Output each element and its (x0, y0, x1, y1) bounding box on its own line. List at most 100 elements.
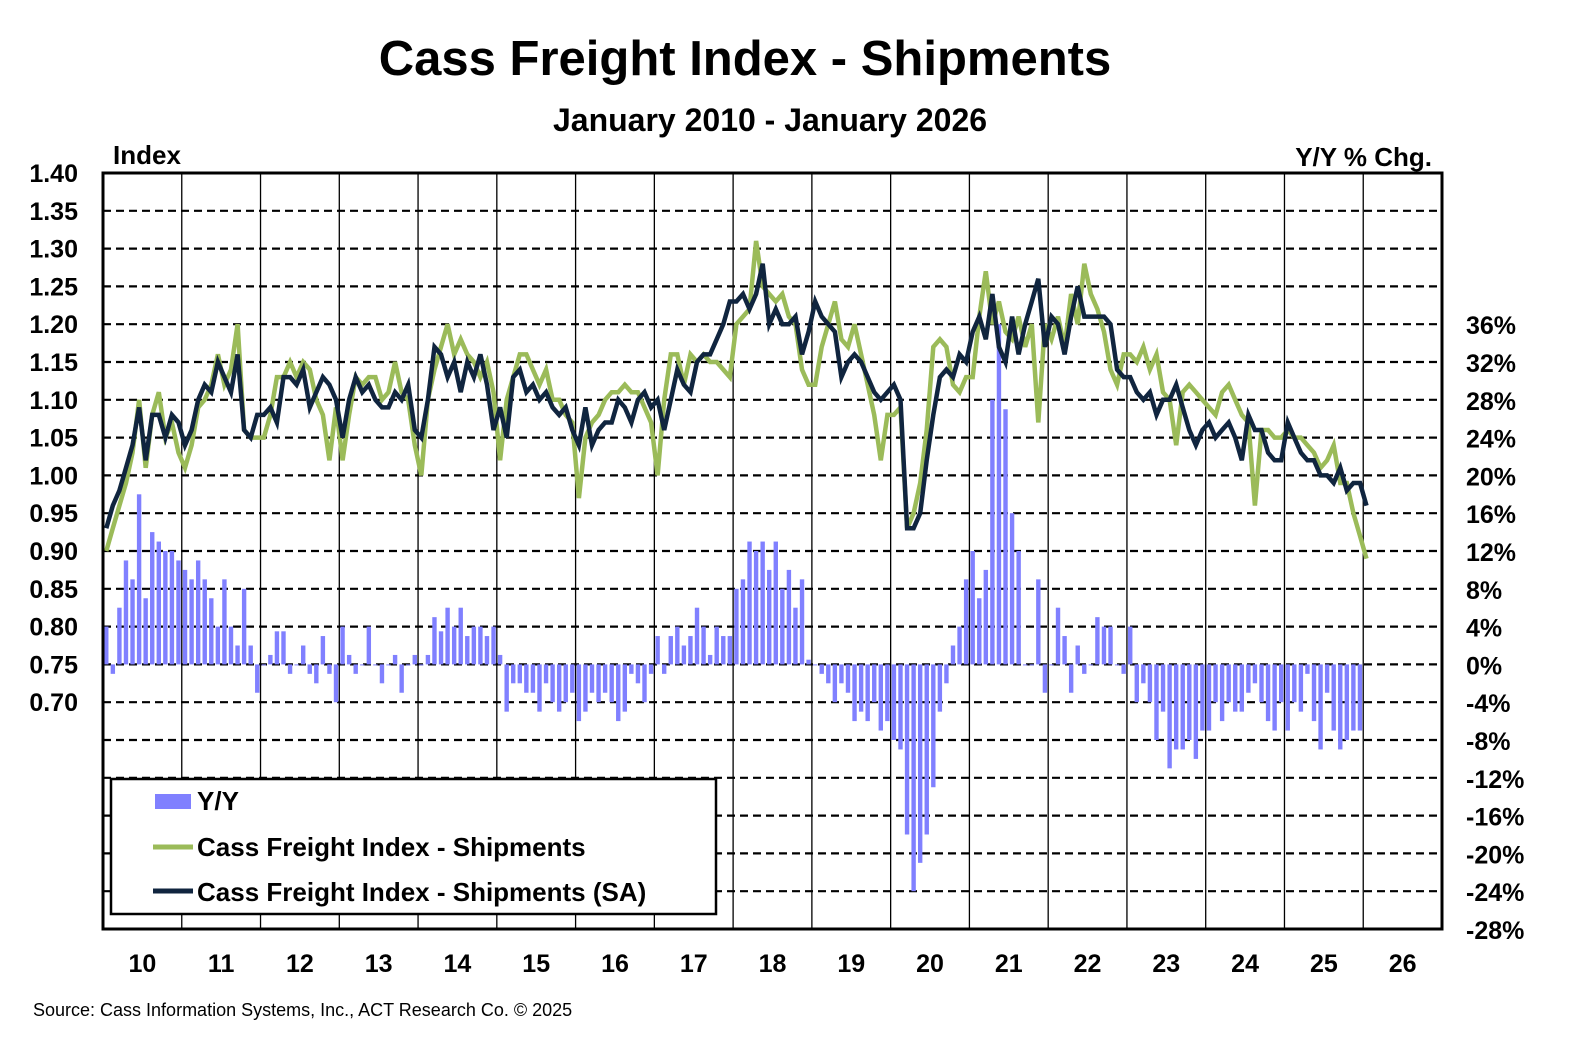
yoy-bar (576, 664, 582, 722)
yoy-bar (1331, 664, 1336, 731)
yoy-bar (1318, 664, 1323, 750)
yoy-bar (924, 664, 929, 835)
yoy-bar (701, 626, 706, 665)
yoy-bar (1036, 579, 1041, 665)
yoy-bar (327, 664, 332, 674)
yoy-bar (248, 645, 253, 665)
legend: Y/Y Cass Freight Index - Shipments Cass … (109, 777, 718, 916)
yoy-bar (1278, 664, 1284, 703)
yoy-bar (360, 664, 365, 666)
right-tick-label: -8% (1466, 728, 1510, 756)
yoy-bar (1187, 664, 1192, 740)
left-tick-label: 1.40 (29, 160, 78, 188)
yoy-bar (970, 551, 975, 665)
plot-frame (101, 171, 1444, 931)
yoy-bar (865, 664, 870, 722)
left-tick-label: 0.95 (29, 500, 78, 528)
yoy-bar (983, 569, 989, 665)
yoy-bars (104, 324, 1363, 892)
yoy-bar (379, 664, 385, 684)
yoy-bar (412, 654, 417, 665)
yoy-bar (504, 664, 509, 712)
yoy-bar (1049, 664, 1054, 666)
yoy-bar (497, 654, 503, 665)
yoy-bar (373, 664, 378, 666)
yoy-bar (1239, 664, 1245, 712)
right-tick-label: 12% (1466, 539, 1516, 567)
left-tick-label: 1.20 (29, 311, 78, 339)
yoy-bar (1180, 664, 1185, 750)
yoy-bar (596, 664, 601, 703)
yoy-bar (616, 664, 621, 722)
yoy-bar (944, 664, 949, 684)
yoy-bar (885, 664, 890, 722)
right-axis-label: Y/Y % Chg. (1295, 142, 1432, 172)
yoy-bar (195, 560, 201, 665)
yoy-bar (898, 664, 903, 750)
yoy-bar (688, 636, 693, 665)
left-tick-label: 1.15 (29, 349, 78, 377)
yoy-bar (806, 659, 811, 665)
yoy-bar (990, 399, 995, 665)
yoy-bar (734, 588, 739, 665)
yoy-bar (996, 324, 1002, 665)
yoy-bar (511, 664, 516, 684)
yoy-bar (163, 551, 168, 665)
x-tick-label: 13 (365, 950, 393, 978)
yoy-bar (425, 654, 431, 665)
yoy-bar (1003, 409, 1008, 665)
yoy-bar (1167, 664, 1172, 769)
yoy-bar (583, 664, 588, 712)
yoy-bar (1193, 664, 1199, 759)
chart-subtitle: January 2010 - January 2026 (553, 102, 987, 138)
yoy-bar (727, 636, 733, 665)
yoy-bar (1200, 664, 1205, 731)
chart-title: Cass Freight Index - Shipments (379, 32, 1111, 86)
left-tick-label: 0.85 (29, 576, 78, 604)
yoy-bar (1062, 636, 1067, 665)
left-tick-label: 1.00 (29, 462, 78, 490)
yoy-bar (1101, 626, 1107, 665)
yoy-bar (104, 626, 109, 665)
yoy-bar (294, 664, 299, 666)
yoy-bar (281, 631, 286, 665)
yoy-bar (556, 664, 562, 712)
index-lines (104, 240, 1369, 560)
yoy-bar (1213, 664, 1218, 703)
yoy-bar (1252, 664, 1258, 684)
x-tick-label: 20 (916, 950, 944, 978)
yoy-bar (215, 626, 221, 665)
yoy-bar (1134, 664, 1139, 703)
yoy-bar (1075, 645, 1080, 665)
yoy-bar (714, 626, 719, 665)
yoy-bar (1042, 664, 1048, 693)
yoy-bar (1265, 664, 1271, 722)
yoy-bar (747, 541, 752, 665)
legend-box (109, 777, 718, 916)
yoy-bar (1259, 664, 1264, 703)
x-tick-label: 16 (601, 950, 629, 978)
yoy-bar (478, 626, 483, 665)
x-tick-label: 19 (837, 950, 865, 978)
yoy-bar (911, 664, 916, 892)
yoy-bar (977, 598, 982, 665)
yoy-bar (110, 664, 116, 674)
yoy-bar (1233, 664, 1238, 712)
legend-label-sa: Cass Freight Index - Shipments (SA) (197, 877, 646, 907)
yoy-bar (255, 664, 260, 693)
yoy-bar (458, 607, 463, 665)
yoy-bar (839, 664, 844, 684)
x-tick-label: 24 (1231, 950, 1259, 978)
yoy-bar (366, 626, 372, 665)
yoy-bar (150, 532, 155, 665)
yoy-bar (274, 631, 280, 665)
yoy-bar (1226, 664, 1231, 703)
left-tick-label: 1.30 (29, 236, 78, 264)
right-tick-label: -24% (1466, 879, 1524, 907)
yoy-bar (793, 607, 798, 665)
yoy-bar (1016, 551, 1021, 665)
yoy-bar (721, 636, 726, 665)
yoy-bar (1173, 664, 1179, 750)
